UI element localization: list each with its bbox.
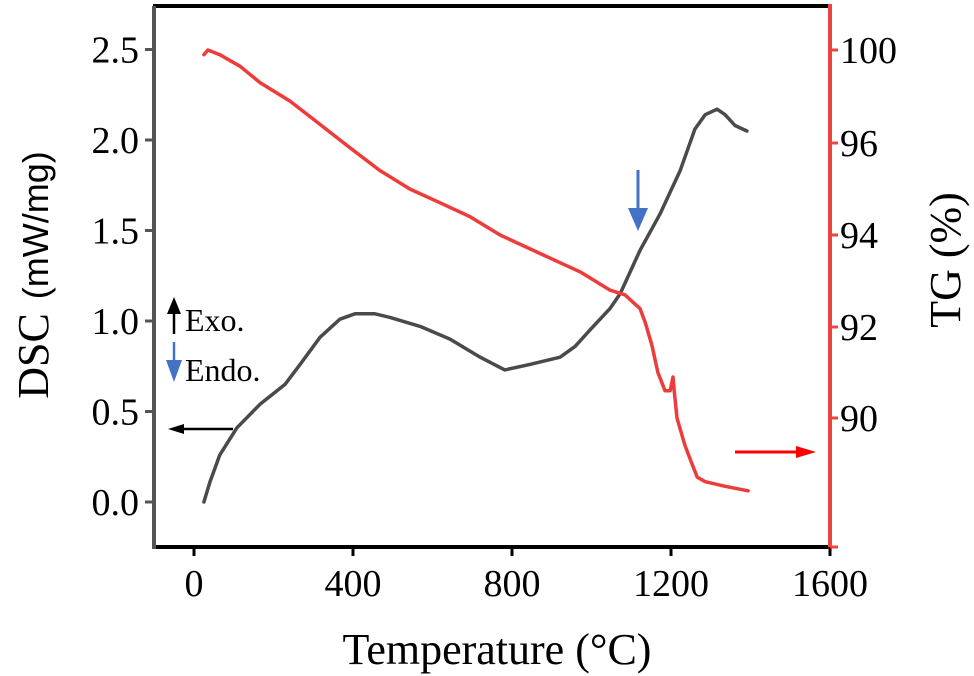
y-left-tick-label: 0.5 xyxy=(92,392,140,434)
exo-indicator: Exo. xyxy=(167,297,245,338)
y-left-tick-label: 1.5 xyxy=(92,211,140,253)
y-right-tick-label: 92 xyxy=(840,307,878,349)
endo-label: Endo. xyxy=(185,352,261,388)
y-left-tick-label: 1.0 xyxy=(92,301,140,343)
x-axis-title: Temperature (°C) xyxy=(343,625,652,674)
y-left-tick-label: 2.0 xyxy=(92,120,140,162)
x-tick-label: 800 xyxy=(484,563,541,605)
dsc-axis-pointer-arrow-icon xyxy=(168,424,233,434)
y-right-ticks: 100 96 94 92 90 xyxy=(830,30,897,549)
exo-up-arrow-icon xyxy=(167,297,181,314)
y-right-axis-title: TG (%) xyxy=(921,192,970,328)
endo-down-arrow-icon xyxy=(166,360,182,382)
x-tick-label: 1600 xyxy=(792,563,868,605)
endo-indicator: Endo. xyxy=(166,342,261,388)
x-tick-label: 1200 xyxy=(633,563,709,605)
y-left-tick-label: 2.5 xyxy=(92,30,140,72)
y-left-tick-label: 0.0 xyxy=(92,482,140,524)
x-ticks: 0 400 800 1200 1600 xyxy=(185,547,868,605)
tg-axis-pointer-arrow-icon xyxy=(735,446,816,458)
dsc-series-line xyxy=(202,107,749,504)
y-right-tick-label: 96 xyxy=(840,123,878,165)
y-left-axis-title-main: DSC xyxy=(9,313,58,399)
y-right-tick-label: 90 xyxy=(840,398,878,440)
y-left-axis-title-unit: (mW/mg) xyxy=(15,151,56,299)
y-right-tick-label: 100 xyxy=(840,30,897,72)
y-left-axis-title: DSC (mW/mg) xyxy=(9,151,58,399)
x-tick-label: 400 xyxy=(325,563,382,605)
y-right-tick-label: 94 xyxy=(840,215,878,257)
x-tick-label: 0 xyxy=(185,563,204,605)
tg-series-line xyxy=(202,48,750,493)
exo-label: Exo. xyxy=(185,302,245,338)
y-left-ticks: 0.0 0.5 1.0 1.5 2.0 2.5 xyxy=(92,30,154,524)
endo-marker-arrow-icon xyxy=(628,170,648,231)
